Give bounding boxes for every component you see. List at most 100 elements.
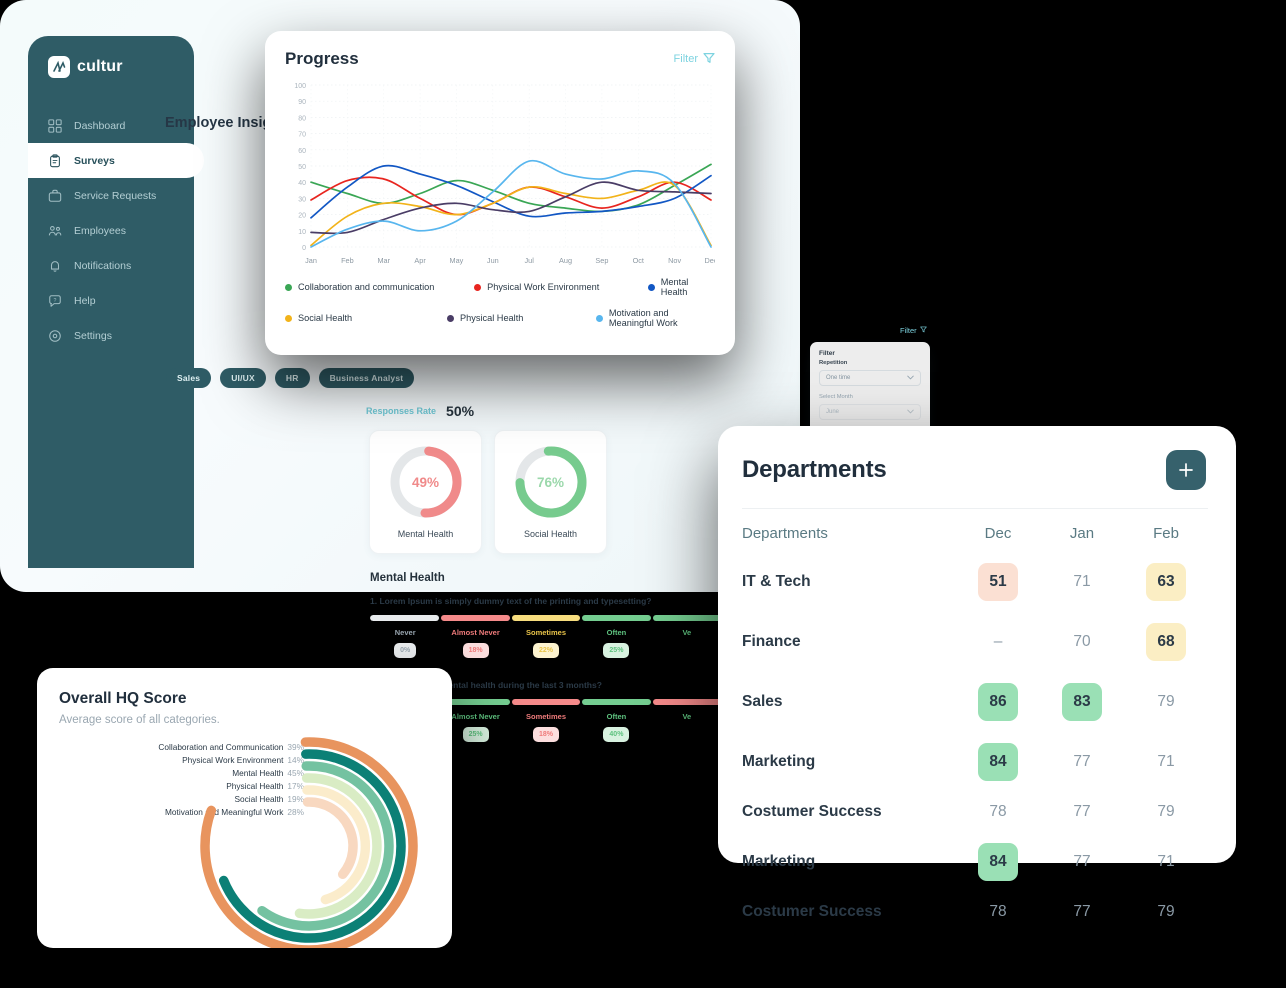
gauge-card-social-health[interactable]: 76% Social Health [494,430,607,554]
bar-segment [440,699,510,705]
legend-item[interactable]: Mental Health [647,277,715,297]
score-value: 78 [989,903,1007,920]
score-value: 71 [1073,573,1091,590]
svg-text:Sep: Sep [595,256,608,265]
answer-labels: Never Almost Never Sometimes Often Ve [370,628,722,637]
question-text: ou rate your own mental health during th… [370,680,602,690]
bar-segment [511,615,581,621]
table-row[interactable]: IT & Tech 51 71 63 [742,552,1208,612]
score-value: 77 [1073,753,1091,770]
gauge-label: Social Health [523,529,578,539]
filter-button[interactable]: Filter [674,52,715,67]
department-name[interactable]: Finance [742,633,801,650]
score-cell: 51 [956,552,1040,612]
hq-arc [218,749,406,943]
hq-title: Overall HQ Score [59,690,187,707]
role-filter-chips: Sales UI/UX HR Business Analyst [166,368,415,388]
repetition-label: Repetition [819,360,848,366]
table-row[interactable]: Marketing 84 77 71 [742,732,1208,792]
score-badge: 51 [978,563,1018,601]
plus-icon [1179,463,1193,477]
sidebar-item-dashboard[interactable]: Dashboard [28,108,194,143]
score-value: 70 [1073,633,1091,650]
sidebar-item-help[interactable]: ? Help [28,283,194,318]
sidebar-item-employees[interactable]: Employees [28,213,194,248]
gauge-card-mental-health[interactable]: 49% Mental Health [369,430,482,554]
bar-segment [440,615,510,621]
month-select[interactable]: June [819,404,921,420]
svg-text:50: 50 [298,164,306,171]
table-row[interactable]: Finance – 70 68 [742,612,1208,672]
gear-icon [48,329,62,343]
filter-popover[interactable]: Filter Repetition One time Select Month … [810,342,930,434]
departments-card: Departments Departments Dec Jan Feb IT &… [718,426,1236,920]
chip-uiux[interactable]: UI/UX [220,368,266,388]
svg-text:May: May [450,256,464,265]
hq-legend-item: Mental Health 45% [59,768,304,778]
department-name[interactable]: Sales [742,693,783,710]
score-cell: 77 [1040,832,1124,892]
hq-arc [294,773,382,919]
hq-legend-label: Collaboration and Communication [158,742,284,752]
legend-item[interactable]: Collaboration and communication [285,277,474,297]
table-row[interactable]: Sales 86 83 79 [742,672,1208,732]
department-name[interactable]: Costumer Success [742,903,882,920]
sidebar-item-settings[interactable]: Settings [28,318,194,353]
progress-card: Progress Filter 0 10 20 30 40 50 60 70 80 90 100 Ja… [265,31,735,355]
answer-value-cell [652,643,722,658]
responses-rate-label: Responses Rate [366,406,437,416]
bell-icon [48,259,62,273]
funnel-icon [703,52,715,67]
legend-item[interactable]: Physical Work Environment [474,277,648,297]
svg-text:90: 90 [298,99,306,106]
legend-item[interactable]: Physical Health [447,308,596,328]
department-name[interactable]: Marketing [742,853,816,870]
department-name[interactable]: Costumer Success [742,803,882,820]
sidebar-item-label: Help [74,294,96,307]
col-dec: Dec [984,525,1012,542]
col-jan: Jan [1069,525,1095,542]
score-value: 77 [1073,803,1091,820]
departments-table-body: IT & Tech 51 71 63 Finance – 70 68 Sales 86 83 79 Ma… [742,552,1208,932]
answer-label: Often [606,628,627,637]
svg-text:0: 0 [302,245,306,252]
section-title: Mental Health [370,572,445,584]
percent-badge: 18% [462,643,489,658]
table-row[interactable]: Costumer Success 78 77 79 [742,892,1208,932]
funnel-icon [919,326,927,335]
score-badge: 84 [978,743,1018,781]
score-value: 77 [1073,853,1091,870]
filter-link-tablet[interactable]: Filter [900,326,927,335]
legend-dot-icon [474,283,482,291]
chip-hr[interactable]: HR [274,368,310,388]
legend-label: Social Health [298,313,353,323]
hq-arc [200,737,418,948]
legend-item[interactable]: Motivation and Meaningful Work [595,308,715,328]
department-name[interactable]: Marketing [742,753,816,770]
answer-value-cell: 25% [440,727,510,742]
grid-icon [48,118,62,133]
score-badge: 84 [978,843,1018,881]
sidebar-item-service-requests[interactable]: Service Requests [28,178,194,213]
hq-chart-body: Collaboration and Communication 39% Physi… [59,736,428,948]
score-cell: 71 [1124,832,1208,892]
chip-business-analyst[interactable]: Business Analyst [318,368,415,388]
sidebar-item-surveys[interactable]: Surveys [28,143,204,178]
bar-segment [370,615,439,621]
legend-item[interactable]: Social Health [285,308,447,328]
score-cell: 83 [1040,672,1124,732]
brand-logo: cultur [28,36,194,78]
table-row[interactable]: Costumer Success 78 77 79 [742,792,1208,832]
add-department-button[interactable] [1166,450,1206,490]
score-cell: 77 [1040,892,1124,932]
table-row[interactable]: Marketing 84 77 71 [742,832,1208,892]
svg-text:Feb: Feb [341,256,354,265]
briefcase-icon [48,189,62,203]
sidebar-item-notifications[interactable]: Notifications [28,248,194,283]
department-name[interactable]: IT & Tech [742,573,811,590]
chip-sales[interactable]: Sales [166,368,212,388]
divider [742,508,1208,509]
repetition-select[interactable]: One time [819,370,921,386]
survey-question: 1. Lorem Ipsum is simply dummy text of t… [370,596,722,658]
employee-insights-title: Employee Insights [165,115,294,131]
